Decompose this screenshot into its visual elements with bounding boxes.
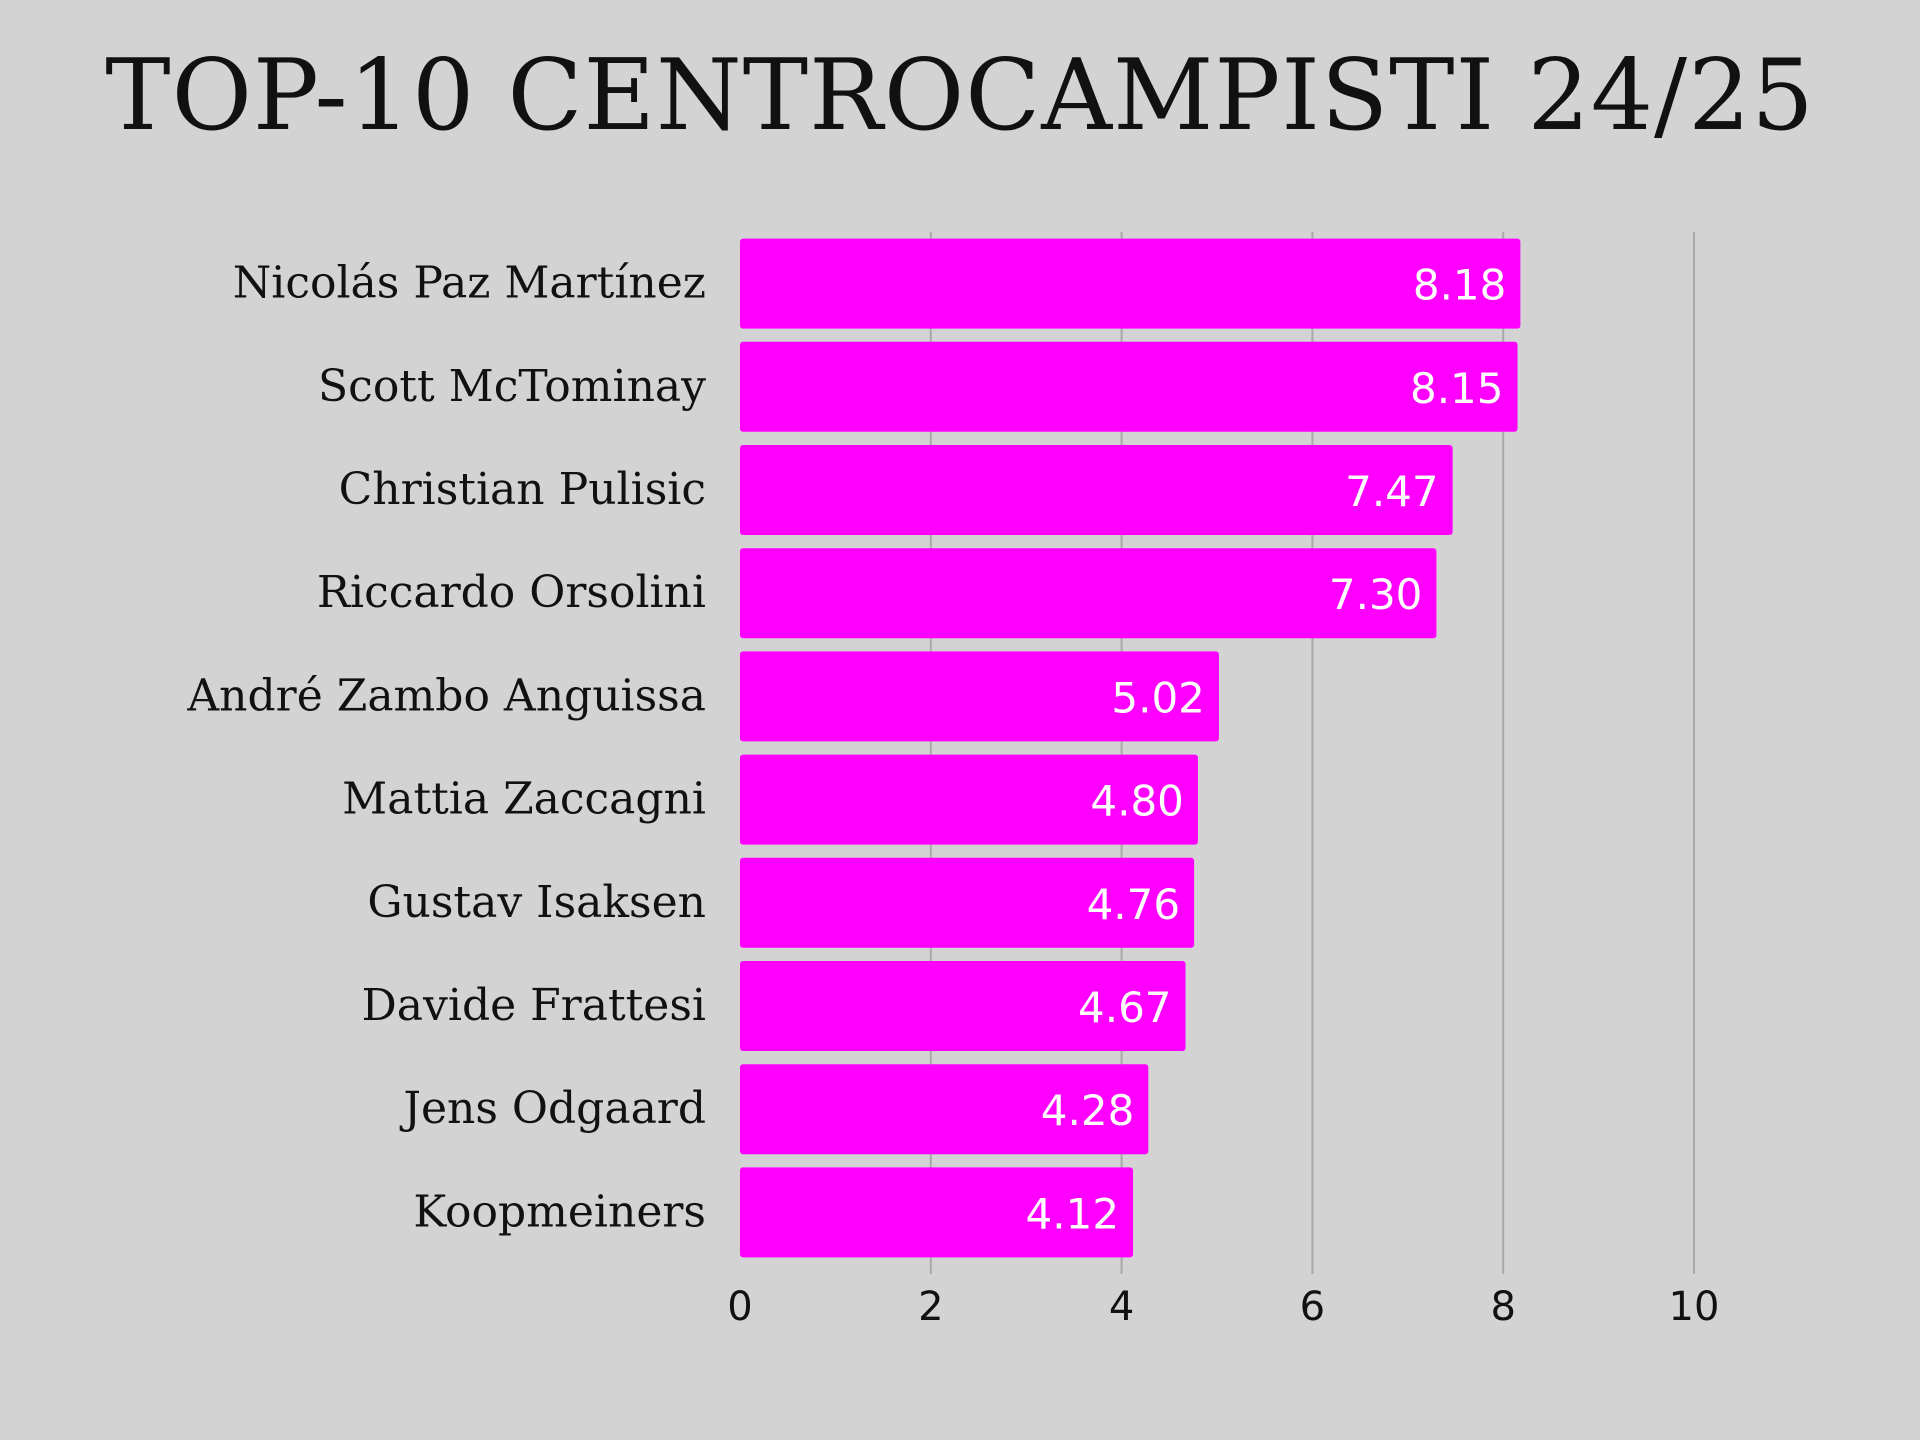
category-label: André Zambo Anguissa [186, 670, 706, 721]
x-tick-label: 4 [1109, 1284, 1134, 1330]
bar [740, 1167, 1134, 1258]
value-labels: 8.18 8.15 7.47 7.30 5.02 4.80 4.76 4.67 4.28 4.12 [1026, 261, 1507, 1239]
bar-value-label: 5.02 [1111, 673, 1205, 722]
x-tick-label: 10 [1669, 1284, 1720, 1330]
category-label: Gustav Isaksen [367, 877, 706, 928]
category-label: Christian Pulisic [339, 464, 706, 515]
bar [740, 238, 1521, 329]
bar-value-label: 8.15 [1410, 364, 1504, 413]
category-label: Nicolás Paz Martínez [233, 258, 706, 309]
x-tick-label: 2 [918, 1284, 943, 1330]
category-label: Riccardo Orsolini [317, 567, 706, 618]
bar [740, 857, 1195, 948]
chart-title: TOP-10 CENTROCAMPISTI 24/25 [105, 39, 1815, 153]
bar-value-label: 4.67 [1078, 983, 1172, 1032]
bar [740, 961, 1186, 1051]
bar-value-label: 7.30 [1329, 570, 1423, 619]
x-tick-label: 6 [1300, 1284, 1325, 1330]
bars [740, 238, 1521, 1258]
bar-value-label: 7.47 [1345, 467, 1439, 516]
x-axis-ticks: 0 2 4 6 8 10 [727, 1284, 1719, 1330]
bar [740, 1064, 1149, 1155]
x-tick-label: 8 [1490, 1284, 1515, 1330]
bar [740, 548, 1437, 639]
bar-value-label: 8.18 [1413, 261, 1507, 310]
bar-value-label: 4.12 [1026, 1189, 1120, 1238]
bar [740, 651, 1219, 742]
category-label: Koopmeiners [413, 1186, 706, 1237]
bar [740, 754, 1198, 845]
bar [740, 341, 1518, 432]
category-label: Davide Frattesi [362, 980, 706, 1031]
bar [740, 445, 1453, 535]
category-label: Scott McTominay [318, 361, 706, 412]
category-labels: Nicolás Paz Martínez Scott McTominay Chris… [186, 258, 706, 1238]
category-label: Mattia Zaccagni [342, 774, 706, 825]
bar-value-label: 4.76 [1087, 880, 1181, 929]
x-tick-label: 0 [727, 1284, 752, 1330]
category-label: Jens Odgaard [399, 1083, 706, 1134]
bar-value-label: 4.28 [1041, 1086, 1135, 1135]
bar-value-label: 4.80 [1090, 777, 1184, 826]
